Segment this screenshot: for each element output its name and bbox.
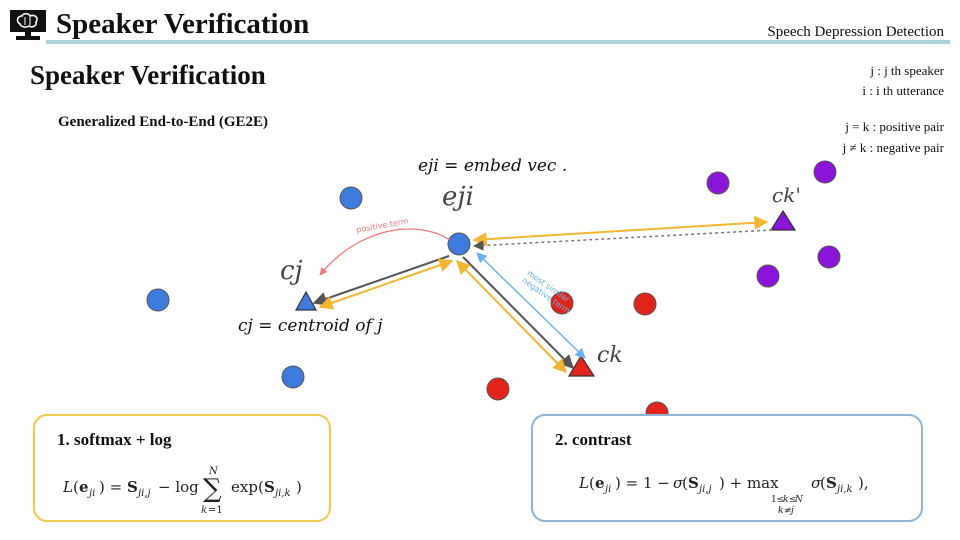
legend-speaker: j : j th speaker <box>870 63 944 78</box>
contrast-title: 2. contrast <box>555 430 632 449</box>
svg-text:),: ), <box>858 474 869 492</box>
eji-label: eji <box>442 182 474 212</box>
svg-text:≠: ≠ <box>784 506 792 516</box>
header-divider <box>46 40 950 44</box>
speaker-k-point <box>486 377 510 401</box>
speaker-j-point <box>339 186 363 210</box>
speaker-j-point <box>281 365 305 389</box>
slide-title: Speaker Verification <box>30 60 266 90</box>
svg-text:e: e <box>79 478 89 496</box>
svg-text:≤: ≤ <box>789 495 797 505</box>
svg-text:j: j <box>789 506 794 516</box>
speaker-k-point <box>633 292 657 316</box>
contrast-formula: L ( e ji ) = 1 − σ ( S ji,j ) + max 1≤ k… <box>579 474 869 516</box>
svg-text:(: ( <box>820 474 826 492</box>
embed-vec-label: eji = embed vec . <box>418 156 568 176</box>
header-topic: Speech Depression Detection <box>767 24 944 40</box>
speaker-kprime-point <box>706 171 730 195</box>
svg-text:S: S <box>264 478 275 496</box>
svg-text:) = 1 −: ) = 1 − <box>615 474 670 492</box>
svg-text:ji,k: ji,k <box>835 484 853 495</box>
svg-text:=1: =1 <box>208 505 223 516</box>
header-title: Speaker Verification <box>56 8 310 40</box>
svg-text:) + max: ) + max <box>719 474 779 492</box>
softmax-formula: L ( e ji ) = S ji,j − log ∑ N k =1 exp( … <box>63 466 302 516</box>
svg-text:(: ( <box>682 474 688 492</box>
contrast-box: 2. contrast L ( e ji ) = 1 − σ ( S ji,j … <box>531 414 923 522</box>
svg-text:ji,k: ji,k <box>273 488 291 499</box>
svg-text:S: S <box>826 474 837 492</box>
ck-label: ck <box>597 343 623 368</box>
brain-monitor-icon <box>10 10 46 40</box>
svg-text:k: k <box>783 495 788 505</box>
svg-text:) =: ) = <box>99 478 122 496</box>
svg-text:L: L <box>579 474 589 492</box>
speaker-kprime-point <box>817 245 841 269</box>
embedding-eji-point <box>447 232 471 256</box>
centroid-ck <box>567 354 596 377</box>
svg-text:exp(: exp( <box>231 478 264 496</box>
svg-text:ji,j: ji,j <box>697 484 712 495</box>
svg-text:ji,j: ji,j <box>136 488 151 499</box>
speaker-j-point <box>146 288 170 312</box>
speaker-kprime-point <box>756 264 780 288</box>
svg-text:ji: ji <box>603 484 611 495</box>
svg-text:(: ( <box>589 474 595 492</box>
svg-text:∑: ∑ <box>203 474 222 504</box>
centroid-ckprime <box>769 209 797 231</box>
svg-text:S: S <box>688 474 699 492</box>
svg-text:k: k <box>778 506 783 516</box>
svg-text:N: N <box>794 495 804 505</box>
svg-text:e: e <box>595 474 605 492</box>
cj-label: cj <box>280 256 303 286</box>
softmax-title: 1. softmax + log <box>57 430 172 449</box>
svg-text:k: k <box>201 505 207 516</box>
centroid-label: cj = centroid of j <box>238 316 383 336</box>
svg-text:N: N <box>208 466 219 477</box>
speaker-kprime-point <box>813 160 837 184</box>
svg-text:1≤: 1≤ <box>771 495 784 505</box>
legend-negative-pair: j ≠ k : negative pair <box>842 140 944 155</box>
legend-positive-pair: j = k : positive pair <box>845 119 944 134</box>
svg-text:− log: − log <box>158 478 199 496</box>
slide-subtitle: Generalized End-to-End (GE2E) <box>58 114 269 130</box>
svg-text:(: ( <box>73 478 79 496</box>
centroid-cj <box>294 290 318 311</box>
ckprime-label: ck' <box>772 183 801 207</box>
legend-utterance: i : i th utterance <box>862 83 944 98</box>
svg-text:σ: σ <box>673 474 684 492</box>
svg-text:ji: ji <box>87 488 95 499</box>
svg-text:S: S <box>127 478 138 496</box>
svg-text:): ) <box>296 478 302 496</box>
softmax-box: 1. softmax + log L ( e ji ) = S ji,j − l… <box>33 414 331 522</box>
svg-text:L: L <box>63 478 73 496</box>
svg-text:σ: σ <box>811 474 822 492</box>
